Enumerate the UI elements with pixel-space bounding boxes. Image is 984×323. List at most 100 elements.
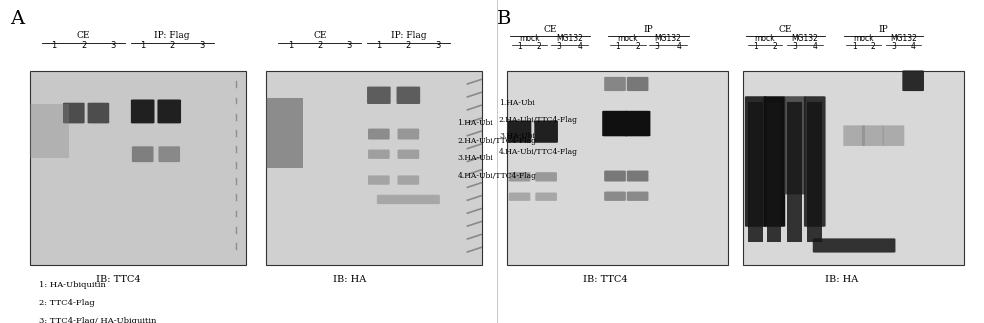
FancyBboxPatch shape [764,96,785,227]
FancyBboxPatch shape [131,99,154,123]
FancyBboxPatch shape [158,146,180,162]
Text: IP: IP [644,25,653,34]
Text: 3: 3 [557,42,561,51]
FancyBboxPatch shape [368,129,390,140]
Text: 1: 1 [376,41,382,50]
FancyBboxPatch shape [604,171,626,182]
Text: 2: 2 [317,41,323,50]
FancyBboxPatch shape [30,104,69,158]
Text: MG132: MG132 [556,34,584,43]
Text: 1: 1 [51,41,57,50]
FancyBboxPatch shape [63,103,85,123]
Text: 4: 4 [911,42,915,51]
Text: IP: Flag: IP: Flag [391,31,426,40]
Text: 1: 1 [518,42,522,51]
Text: 2.HA-Ubi/TTC4-Flag: 2.HA-Ubi/TTC4-Flag [499,116,578,123]
FancyBboxPatch shape [602,111,628,136]
Text: 3: TTC4-Flag/ HA-Ubiquitin: 3: TTC4-Flag/ HA-Ubiquitin [39,317,156,323]
FancyBboxPatch shape [535,193,557,201]
Text: CE: CE [778,25,792,34]
FancyBboxPatch shape [627,77,648,91]
FancyBboxPatch shape [902,70,924,91]
FancyBboxPatch shape [743,71,964,265]
FancyBboxPatch shape [30,71,246,265]
Text: IB: HA: IB: HA [333,275,366,284]
FancyBboxPatch shape [377,195,440,204]
FancyBboxPatch shape [627,192,648,201]
FancyBboxPatch shape [367,87,391,104]
Text: 3.HA-Ubi: 3.HA-Ubi [458,154,493,162]
Text: 2: 2 [772,42,776,51]
FancyBboxPatch shape [813,238,895,253]
Text: 2: 2 [871,42,875,51]
Text: MG132: MG132 [890,34,917,43]
FancyBboxPatch shape [132,146,154,162]
Text: 1: 1 [287,41,293,50]
FancyBboxPatch shape [604,77,626,91]
Text: 3.HA-Ubi: 3.HA-Ubi [499,132,534,140]
FancyBboxPatch shape [787,102,802,242]
Text: CE: CE [313,31,327,40]
Text: 2: 2 [405,41,411,50]
Text: 1: HA-Ubiquitin: 1: HA-Ubiquitin [39,281,106,289]
FancyBboxPatch shape [266,98,303,168]
Text: 3: 3 [892,42,895,51]
Text: 4.HA-Ubi/TTC4-Flag: 4.HA-Ubi/TTC4-Flag [499,148,578,156]
FancyBboxPatch shape [843,125,865,146]
Text: 2: 2 [81,41,87,50]
Text: 1: 1 [852,42,856,51]
FancyBboxPatch shape [368,175,390,185]
Text: IB: TTC4: IB: TTC4 [583,275,628,284]
FancyBboxPatch shape [157,99,181,123]
FancyBboxPatch shape [745,96,767,227]
Text: mock: mock [520,34,539,43]
FancyBboxPatch shape [508,120,531,143]
FancyBboxPatch shape [509,193,530,201]
Text: 1: 1 [140,41,146,50]
FancyBboxPatch shape [748,102,763,242]
Text: MG132: MG132 [791,34,819,43]
Text: IB: HA: IB: HA [825,275,858,284]
FancyBboxPatch shape [804,96,826,227]
FancyBboxPatch shape [368,150,390,159]
Text: 3: 3 [793,42,797,51]
Text: 2: 2 [537,42,541,51]
FancyBboxPatch shape [604,192,626,201]
Text: 2: 2 [636,42,640,51]
Text: 4.HA-Ubi/TTC4-Flag: 4.HA-Ubi/TTC4-Flag [458,172,536,180]
Text: 3: 3 [110,41,116,50]
Text: 2: TTC4-Flag: 2: TTC4-Flag [39,299,95,307]
FancyBboxPatch shape [627,171,648,182]
Text: IB: TTC4: IB: TTC4 [95,275,141,284]
FancyBboxPatch shape [625,111,650,136]
Text: 4: 4 [579,42,583,51]
FancyBboxPatch shape [398,175,419,185]
FancyBboxPatch shape [534,120,558,143]
Text: IP: IP [879,25,889,34]
FancyBboxPatch shape [397,87,420,104]
Text: 1.HA-Ubi: 1.HA-Ubi [458,119,493,127]
FancyBboxPatch shape [507,71,728,265]
Text: 2.HA-Ubi/TTC4-Flag: 2.HA-Ubi/TTC4-Flag [458,137,536,144]
Text: 1.HA-Ubi: 1.HA-Ubi [499,99,534,107]
FancyBboxPatch shape [535,172,557,182]
Text: 3: 3 [655,42,659,51]
FancyBboxPatch shape [398,129,419,140]
Text: B: B [497,10,512,28]
FancyBboxPatch shape [883,125,904,146]
Text: mock: mock [618,34,638,43]
FancyBboxPatch shape [767,102,781,242]
Text: 2: 2 [169,41,175,50]
Text: IP: Flag: IP: Flag [154,31,190,40]
Text: 1: 1 [616,42,620,51]
Text: 1: 1 [754,42,758,51]
Text: 4: 4 [677,42,681,51]
Text: 3: 3 [435,41,441,50]
Text: 3: 3 [199,41,205,50]
Text: mock: mock [755,34,775,43]
FancyBboxPatch shape [266,71,482,265]
FancyBboxPatch shape [88,103,109,123]
Text: CE: CE [77,31,91,40]
FancyBboxPatch shape [807,102,822,242]
Text: CE: CE [543,25,557,34]
